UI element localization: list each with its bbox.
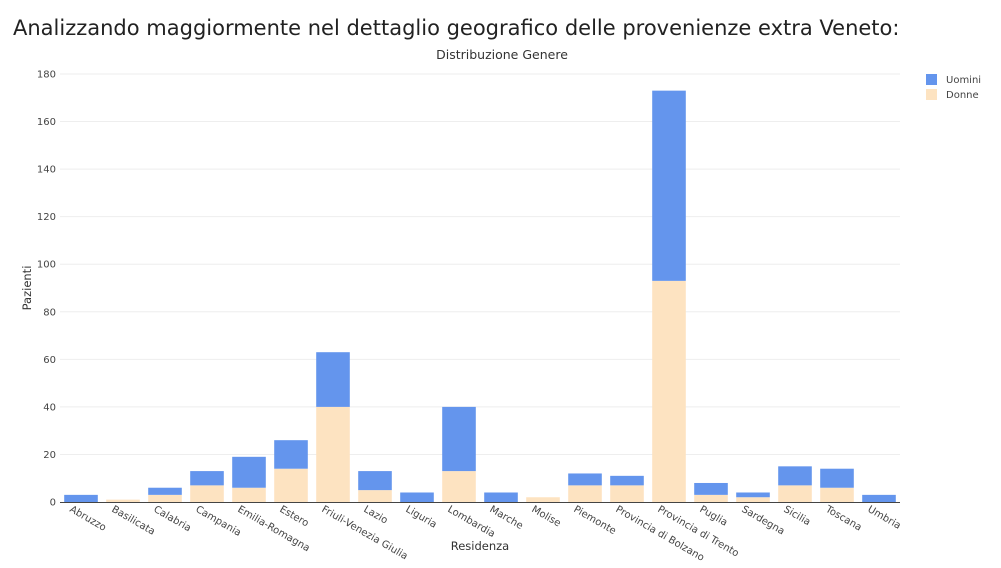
y-tick-label: 40 (43, 402, 56, 413)
bar-donne-basilicata[interactable] (106, 499, 140, 502)
bar-donne-toscana[interactable] (820, 487, 854, 502)
bar-donne-lazio[interactable] (358, 490, 392, 502)
bar-donne-sardegna[interactable] (736, 497, 770, 502)
bar-uomini-marche[interactable] (484, 492, 518, 502)
bar-uomini-lombardia[interactable] (442, 406, 476, 472)
bar-uomini-estero[interactable] (274, 440, 308, 469)
bars (64, 90, 896, 502)
x-tick-label: Basilicata (110, 504, 157, 538)
chart-title: Distribuzione Genere (436, 47, 568, 62)
bar-donne-provincia-di-trento[interactable] (652, 280, 686, 502)
bar-donne-campania[interactable] (190, 485, 224, 502)
x-tick-label: Liguria (404, 504, 439, 531)
legend-swatch-uomini[interactable] (926, 74, 937, 85)
bar-uomini-sardegna[interactable] (736, 492, 770, 498)
gridlines (60, 73, 900, 455)
x-tick-label: Puglia (698, 504, 730, 529)
bar-uomini-puglia[interactable] (694, 482, 728, 495)
bar-uomini-piemonte[interactable] (568, 473, 602, 486)
y-tick-label: 180 (37, 70, 56, 81)
x-tick-label: Sardegna (740, 504, 787, 537)
legend: Uomini Donne (926, 74, 981, 101)
bar-donne-sicilia[interactable] (778, 485, 812, 502)
x-tick-label: Toscana (823, 504, 864, 534)
y-tick-label: 120 (37, 212, 56, 223)
x-tick-label: Lazio (362, 504, 390, 526)
bar-donne-estero[interactable] (274, 468, 308, 502)
bar-uomini-calabria[interactable] (148, 487, 182, 495)
y-axis-title: Pazienti (20, 266, 34, 311)
bar-donne-friuli-venezia-giulia[interactable] (316, 406, 350, 502)
bar-uomini-umbria[interactable] (862, 494, 896, 502)
legend-label-donne[interactable]: Donne (946, 90, 979, 101)
bar-uomini-provincia-di-bolzano[interactable] (610, 475, 644, 486)
x-tick-label: Sicilia (782, 504, 813, 528)
y-tick-label: 140 (37, 165, 56, 176)
bar-donne-lombardia[interactable] (442, 471, 476, 502)
bar-donne-molise[interactable] (526, 497, 560, 502)
page-heading: Analizzando maggiormente nel dettaglio g… (13, 16, 900, 40)
legend-label-uomini[interactable]: Uomini (946, 75, 981, 86)
x-tick-label: Piemonte (572, 504, 618, 537)
x-tick-label: Campania (194, 504, 243, 539)
y-tick-label: 20 (43, 450, 56, 461)
bar-donne-calabria[interactable] (148, 494, 182, 502)
x-axis-title: Residenza (451, 539, 509, 553)
bar-donne-provincia-di-bolzano[interactable] (610, 485, 644, 502)
bar-uomini-lazio[interactable] (358, 471, 392, 491)
y-tick-label: 160 (37, 117, 56, 128)
bar-uomini-emilia-romagna[interactable] (232, 456, 266, 488)
x-tick-label: Abruzzo (68, 504, 108, 534)
bar-donne-emilia-romagna[interactable] (232, 487, 266, 502)
bar-uomini-provincia-di-trento[interactable] (652, 90, 686, 281)
bar-donne-puglia[interactable] (694, 494, 728, 502)
y-tick-labels: 0 20 40 60 80 100 120 140 160 180 (37, 70, 56, 509)
x-tick-label: Umbria (866, 504, 903, 532)
bar-uomini-liguria[interactable] (400, 492, 434, 502)
legend-swatch-donne[interactable] (926, 89, 937, 100)
x-tick-label: Calabria (152, 504, 193, 534)
y-tick-label: 0 (50, 498, 56, 509)
bar-uomini-toscana[interactable] (820, 468, 854, 488)
bar-uomini-campania[interactable] (190, 471, 224, 486)
bar-donne-piemonte[interactable] (568, 485, 602, 502)
x-tick-label: Molise (530, 504, 563, 529)
y-tick-label: 60 (43, 355, 56, 366)
x-tick-label: Emilia-Romagna (236, 504, 312, 554)
bar-uomini-abruzzo[interactable] (64, 494, 98, 502)
y-tick-label: 80 (43, 307, 56, 318)
y-tick-label: 100 (37, 260, 56, 271)
bar-uomini-friuli-venezia-giulia[interactable] (316, 352, 350, 407)
x-tick-label: Estero (278, 504, 311, 529)
bar-uomini-sicilia[interactable] (778, 466, 812, 486)
